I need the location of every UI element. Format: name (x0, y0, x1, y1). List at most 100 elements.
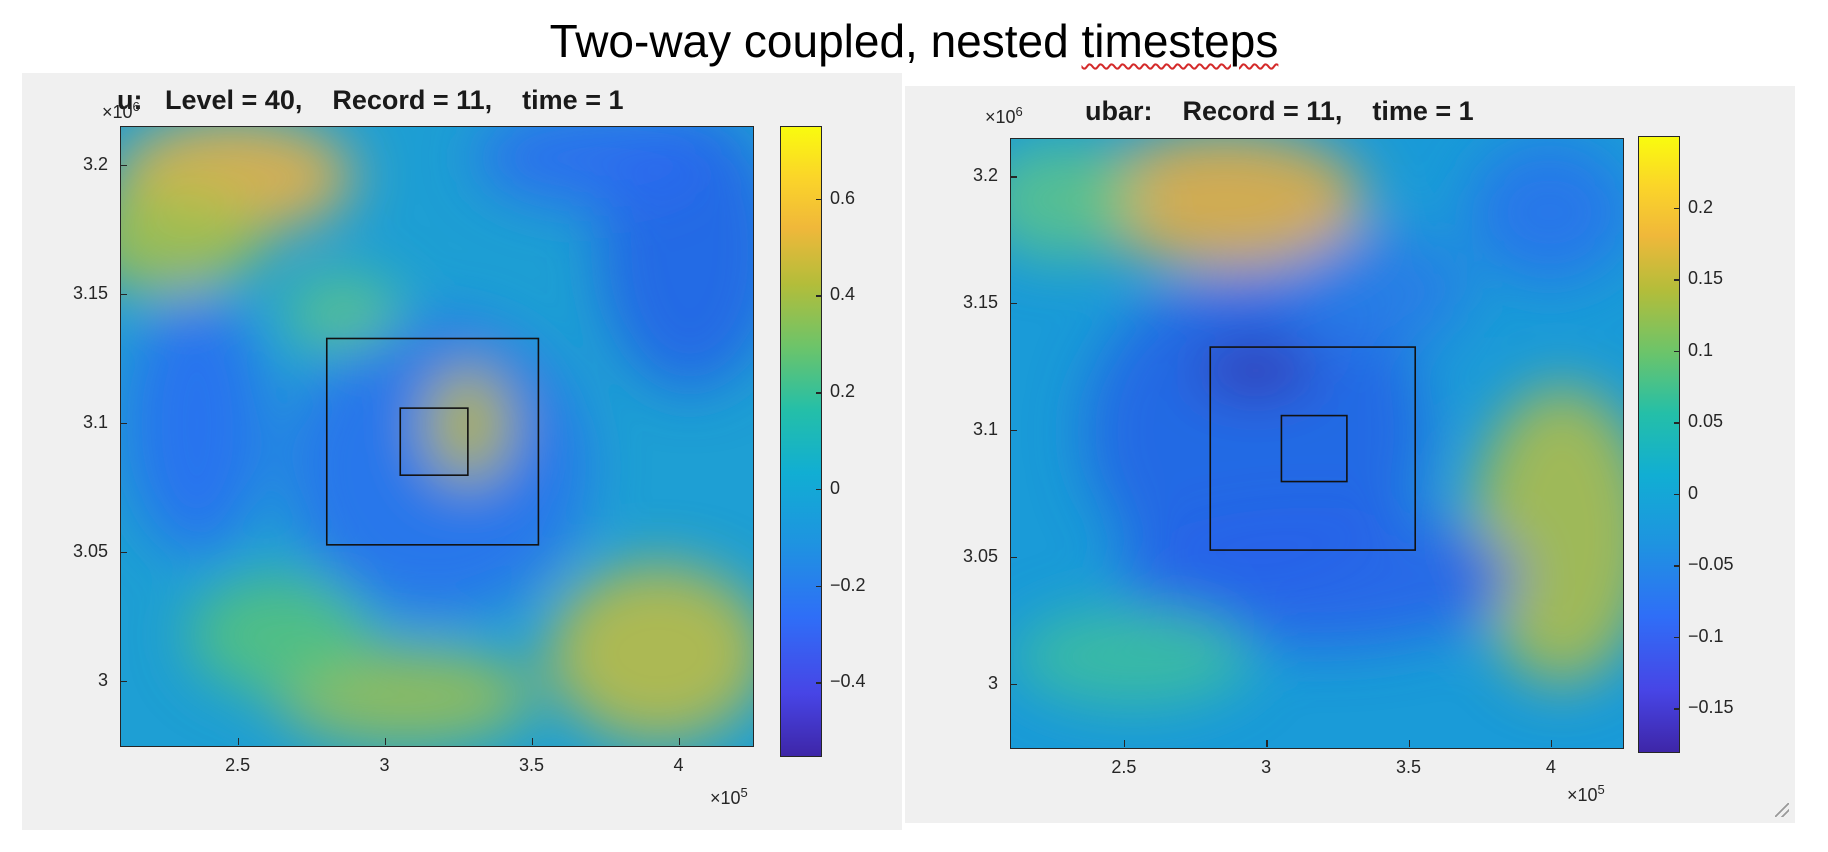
y-exponent-label-ubar: ×106 (985, 104, 1023, 128)
y-tick-mark-u (120, 293, 127, 296)
x-exponent-label-ubar: ×105 (1567, 782, 1605, 806)
heatmap-field-ubar (1010, 138, 1624, 749)
y-tick-label-ubar: 3.05 (962, 545, 998, 566)
x-exponent-power-u: 5 (740, 785, 748, 800)
field-pattern-u (121, 127, 753, 746)
colorbar-tick-mark-u (816, 585, 822, 588)
y-tick-label-ubar: 3 (987, 672, 998, 693)
y-exponent-label-u: ×106 (102, 99, 140, 123)
colorbar-tick-mark-ubar (1674, 207, 1680, 209)
colorbar-u (780, 126, 822, 757)
x-tick-label-ubar: 3.5 (1395, 757, 1422, 777)
x-exponent-prefix-u: × (710, 788, 721, 808)
colorbar-tick-mark-ubar (1674, 493, 1680, 496)
y-tick-label-ubar: 3.1 (972, 418, 998, 439)
y-exponent-power-u: 6 (132, 99, 140, 114)
x-tick-mark-u (531, 738, 534, 745)
colorbar-tick-mark-ubar (1674, 565, 1680, 567)
colorbar-tick-label-u: 0.4 (830, 284, 856, 305)
x-tick-mark-ubar (1408, 740, 1410, 747)
colorbar-tick-mark-ubar (1674, 350, 1680, 353)
y-tick-mark-ubar (1010, 429, 1017, 432)
colorbar-tick-mark-ubar (1674, 636, 1680, 639)
x-tick-label-ubar: 2.5 (1111, 757, 1137, 777)
colorbar-tick-label-ubar: −0.15 (1688, 697, 1734, 718)
y-tick-label-u: 3 (97, 669, 108, 690)
x-exponent-base-ubar: 10 (1577, 785, 1598, 805)
y-exponent-base-u: 10 (112, 102, 133, 122)
y-tick-mark-u (120, 680, 127, 683)
y-tick-mark-ubar (1010, 176, 1017, 178)
y-exponent-prefix-ubar: × (985, 107, 996, 127)
x-tick-mark-u (384, 738, 387, 745)
colorbar-tick-label-u: −0.2 (830, 574, 866, 595)
colorbar-ubar (1638, 136, 1680, 753)
x-tick-mark-ubar (1266, 740, 1268, 747)
plot-title-ubar: ubar: Record = 11, time = 1 (1085, 96, 1474, 126)
colorbar-tick-mark-u (816, 392, 822, 394)
nest-box-ubar-1 (1280, 414, 1348, 483)
colorbar-tick-label-ubar: 0.15 (1688, 268, 1724, 289)
x-tick-mark-u (678, 738, 680, 745)
x-tick-label-u: 4 (673, 755, 684, 775)
y-tick-label-u: 3.1 (82, 411, 108, 432)
x-tick-label-ubar: 3 (1261, 757, 1272, 777)
y-tick-mark-ubar (1010, 556, 1017, 559)
colorbar-tick-label-ubar: 0 (1688, 482, 1699, 503)
x-exponent-prefix-ubar: × (1567, 785, 1578, 805)
x-exponent-power-ubar: 5 (1597, 782, 1605, 797)
colorbar-tick-mark-u (816, 682, 822, 684)
colorbar-tick-label-ubar: 0.2 (1688, 196, 1714, 217)
y-tick-label-ubar: 3.2 (972, 165, 998, 186)
x-tick-mark-ubar (1550, 740, 1553, 747)
y-tick-mark-ubar (1010, 302, 1017, 305)
heatmap-field-u (120, 126, 754, 747)
nest-box-u-0 (325, 337, 540, 546)
y-tick-label-ubar: 3.15 (962, 291, 998, 312)
figure-window-u: u: Level = 40, Record = 11, time = 1 ×10… (22, 73, 902, 830)
y-tick-mark-u (120, 164, 127, 167)
y-exponent-power-ubar: 6 (1015, 104, 1023, 119)
colorbar-tick-label-ubar: 0.05 (1688, 411, 1724, 432)
slide-title-word: timesteps (1081, 15, 1279, 67)
colorbar-tick-label-u: 0.2 (830, 381, 856, 402)
x-tick-mark-u (237, 738, 240, 745)
figure-window-ubar: ubar: Record = 11, time = 1 ×106 3 3.05 3.… (905, 86, 1795, 823)
field-pattern-ubar (1011, 139, 1623, 707)
y-tick-label-u: 3.2 (82, 153, 108, 174)
colorbar-tick-label-ubar: 0.1 (1688, 339, 1714, 360)
colorbar-tick-mark-ubar (1674, 279, 1680, 281)
slide-title: Two-way coupled, nested timesteps (0, 14, 1828, 68)
colorbar-tick-label-u: 0 (830, 477, 841, 498)
y-tick-mark-u (120, 422, 127, 425)
y-exponent-base-ubar: 10 (995, 107, 1016, 127)
y-tick-label-u: 3.05 (72, 540, 108, 561)
plot-title-u: u: Level = 40, Record = 11, time = 1 (117, 85, 624, 115)
x-tick-label-u: 2.5 (225, 755, 251, 775)
heatmap-svg-ubar (1011, 139, 1623, 748)
colorbar-tick-label-ubar: −0.1 (1688, 625, 1724, 646)
x-tick-label-u: 3.5 (519, 755, 545, 775)
colorbar-tick-label-u: −0.4 (830, 671, 866, 692)
colorbar-tick-mark-u (816, 488, 822, 491)
colorbar-tick-mark-u (816, 295, 822, 297)
colorbar-tick-mark-ubar (1674, 708, 1680, 710)
y-exponent-prefix-u: × (102, 102, 113, 122)
x-tick-mark-ubar (1123, 740, 1126, 747)
colorbar-tick-mark-ubar (1674, 422, 1680, 424)
x-exponent-label-u: ×105 (710, 785, 748, 809)
heatmap-svg-u (121, 127, 753, 746)
nest-box-u-1 (399, 407, 469, 476)
colorbar-tick-mark-u (816, 198, 822, 201)
y-tick-label-u: 3.15 (72, 282, 108, 303)
colorbar-tick-label-u: 0.6 (830, 187, 856, 208)
x-tick-label-ubar: 4 (1545, 757, 1556, 777)
resize-grip-icon[interactable] (1775, 803, 1789, 817)
y-tick-mark-u (120, 551, 127, 554)
x-exponent-base-u: 10 (720, 788, 741, 808)
x-tick-label-u: 3 (379, 755, 390, 775)
nest-box-ubar-0 (1209, 346, 1417, 551)
slide-title-main: Two-way coupled, nested (549, 15, 1082, 67)
y-tick-mark-ubar (1010, 683, 1017, 686)
colorbar-tick-label-ubar: −0.05 (1688, 554, 1734, 575)
